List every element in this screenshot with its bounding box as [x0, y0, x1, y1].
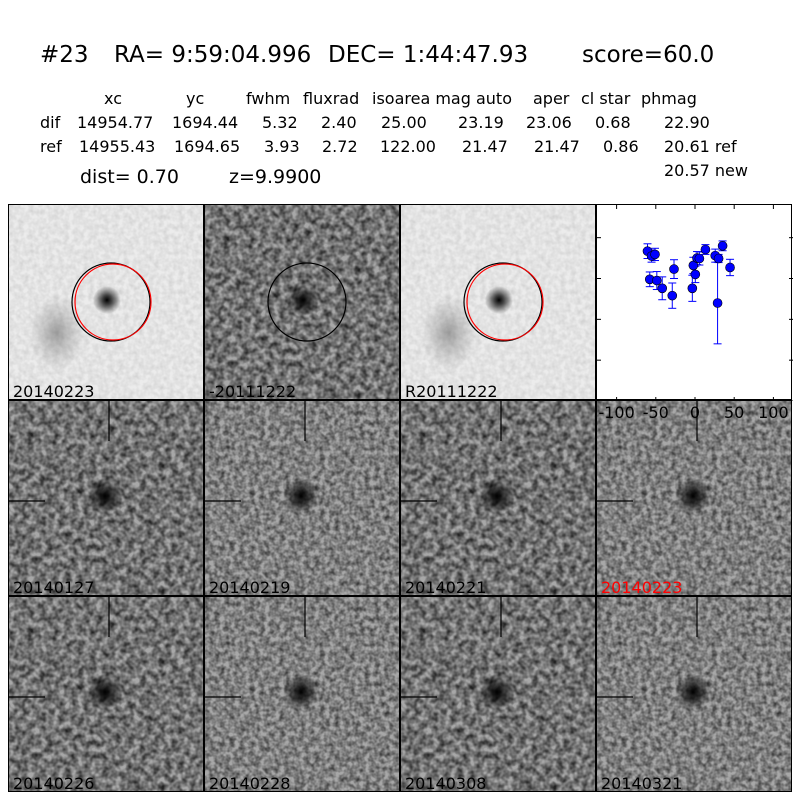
- host-galaxy: [421, 295, 477, 371]
- source-star: [287, 284, 319, 316]
- source-star: [93, 286, 121, 314]
- stamp-date-label: R20111222: [405, 382, 498, 400]
- table-cell: 22.90: [664, 113, 710, 132]
- stamp-epoch: 20140223: [596, 400, 792, 596]
- source-star: [87, 478, 123, 514]
- candidate-id: #23: [40, 42, 89, 68]
- z-label: z=9.9900: [229, 166, 322, 188]
- table-cell: 0.86: [603, 137, 639, 156]
- data-point: [725, 262, 735, 273]
- row-label: ref: [40, 137, 62, 156]
- stamp-date-label: -20111222: [209, 382, 297, 400]
- source-star: [675, 674, 711, 710]
- table-cell: 25.00: [381, 113, 427, 132]
- column-header: fwhm: [246, 89, 291, 108]
- data-point: [652, 275, 662, 286]
- reference-circle: [74, 263, 152, 341]
- new-phmag: 20.57 new: [664, 161, 748, 180]
- aperture-circle: [71, 262, 151, 342]
- data-point: [687, 283, 698, 294]
- column-header: cl star: [581, 89, 631, 108]
- stamp-epoch: 20140308: [400, 596, 596, 792]
- stamp-epoch: 20140321: [596, 596, 792, 792]
- x-tick-label: -100: [598, 403, 635, 422]
- stamp-ref: R20111222: [400, 204, 596, 400]
- table-cell: 122.00: [380, 137, 436, 156]
- table-cell: 3.93: [264, 137, 300, 156]
- column-header: xc: [104, 89, 122, 108]
- stamp-epoch: 20140219: [204, 400, 400, 596]
- lightcurve-plot: -100-500501002223242526: [596, 204, 793, 422]
- column-header: yc: [186, 89, 205, 108]
- x-tick-label: -50: [642, 403, 669, 422]
- data-point: [700, 244, 711, 255]
- stamp-new: 20140223: [8, 204, 204, 400]
- stamp-date-label: 20140321: [601, 774, 683, 792]
- score-label: score=60.0: [582, 42, 715, 68]
- data-point: [650, 249, 660, 260]
- table-cell: 21.47: [462, 137, 508, 156]
- stamp-date-label: 20140221: [405, 578, 487, 596]
- row-label: dif: [40, 113, 61, 132]
- ra-label: RA= 9:59:04.996: [114, 42, 312, 68]
- host-galaxy: [29, 295, 85, 371]
- stamp-epoch: 20140221: [400, 400, 596, 596]
- stamp-date-label: 20140219: [209, 578, 291, 596]
- table-cell: 5.32: [262, 113, 298, 132]
- stamp-date-label: 20140308: [405, 774, 487, 792]
- data-point: [657, 283, 668, 294]
- stamp-date-label: 20140127: [13, 578, 95, 596]
- source-star: [479, 478, 515, 514]
- aperture-circle: [267, 262, 347, 342]
- source-star: [479, 674, 515, 710]
- x-tick-label: 0: [689, 403, 701, 422]
- reference-circle: [466, 263, 544, 341]
- stamp-date-label: 20140228: [209, 774, 291, 792]
- table-cell: 14955.43: [79, 137, 156, 156]
- source-star: [283, 478, 319, 514]
- source-star: [675, 478, 711, 514]
- data-point: [690, 269, 701, 280]
- column-header: fluxrad: [303, 89, 360, 108]
- table-cell: 0.68: [595, 113, 631, 132]
- data-point: [717, 241, 728, 251]
- data-point: [694, 253, 705, 264]
- x-tick-label: 50: [724, 403, 745, 422]
- x-tick-label: 100: [758, 403, 789, 422]
- table-cell: 23.06: [526, 113, 572, 132]
- stamp-epoch: 20140228: [204, 596, 400, 792]
- data-point: [713, 253, 724, 264]
- dist-label: dist= 0.70: [80, 166, 179, 188]
- stamp-date-label: 20140223: [601, 578, 683, 596]
- stamp-date-label: 20140226: [13, 774, 95, 792]
- table-cell: 2.72: [322, 137, 358, 156]
- source-star: [283, 674, 319, 710]
- data-point: [667, 290, 678, 301]
- source-star: [485, 286, 513, 314]
- data-point: [712, 298, 723, 308]
- table-cell: 2.40: [321, 113, 357, 132]
- stamp-date-label: 20140223: [13, 382, 95, 400]
- stamp-epoch: 20140226: [8, 596, 204, 792]
- aperture-circle: [463, 262, 543, 342]
- stamp-diff: -20111222: [204, 204, 400, 400]
- column-header: isoarea mag auto: [372, 89, 512, 108]
- table-cell: 21.47: [534, 137, 580, 156]
- table-cell: 1694.65: [174, 137, 241, 156]
- dec-label: DEC= 1:44:47.93: [328, 42, 529, 68]
- table-cell: 1694.44: [172, 113, 239, 132]
- table-cell: 23.19: [458, 113, 504, 132]
- table-cell: 20.61 ref: [664, 137, 737, 156]
- lightcurve-svg: [597, 205, 793, 401]
- table-cell: 14954.77: [77, 113, 154, 132]
- column-header: aper: [533, 89, 570, 108]
- data-point: [669, 264, 679, 274]
- source-star: [87, 674, 123, 710]
- stamp-epoch: 20140127: [8, 400, 204, 596]
- column-header: phmag: [641, 89, 697, 108]
